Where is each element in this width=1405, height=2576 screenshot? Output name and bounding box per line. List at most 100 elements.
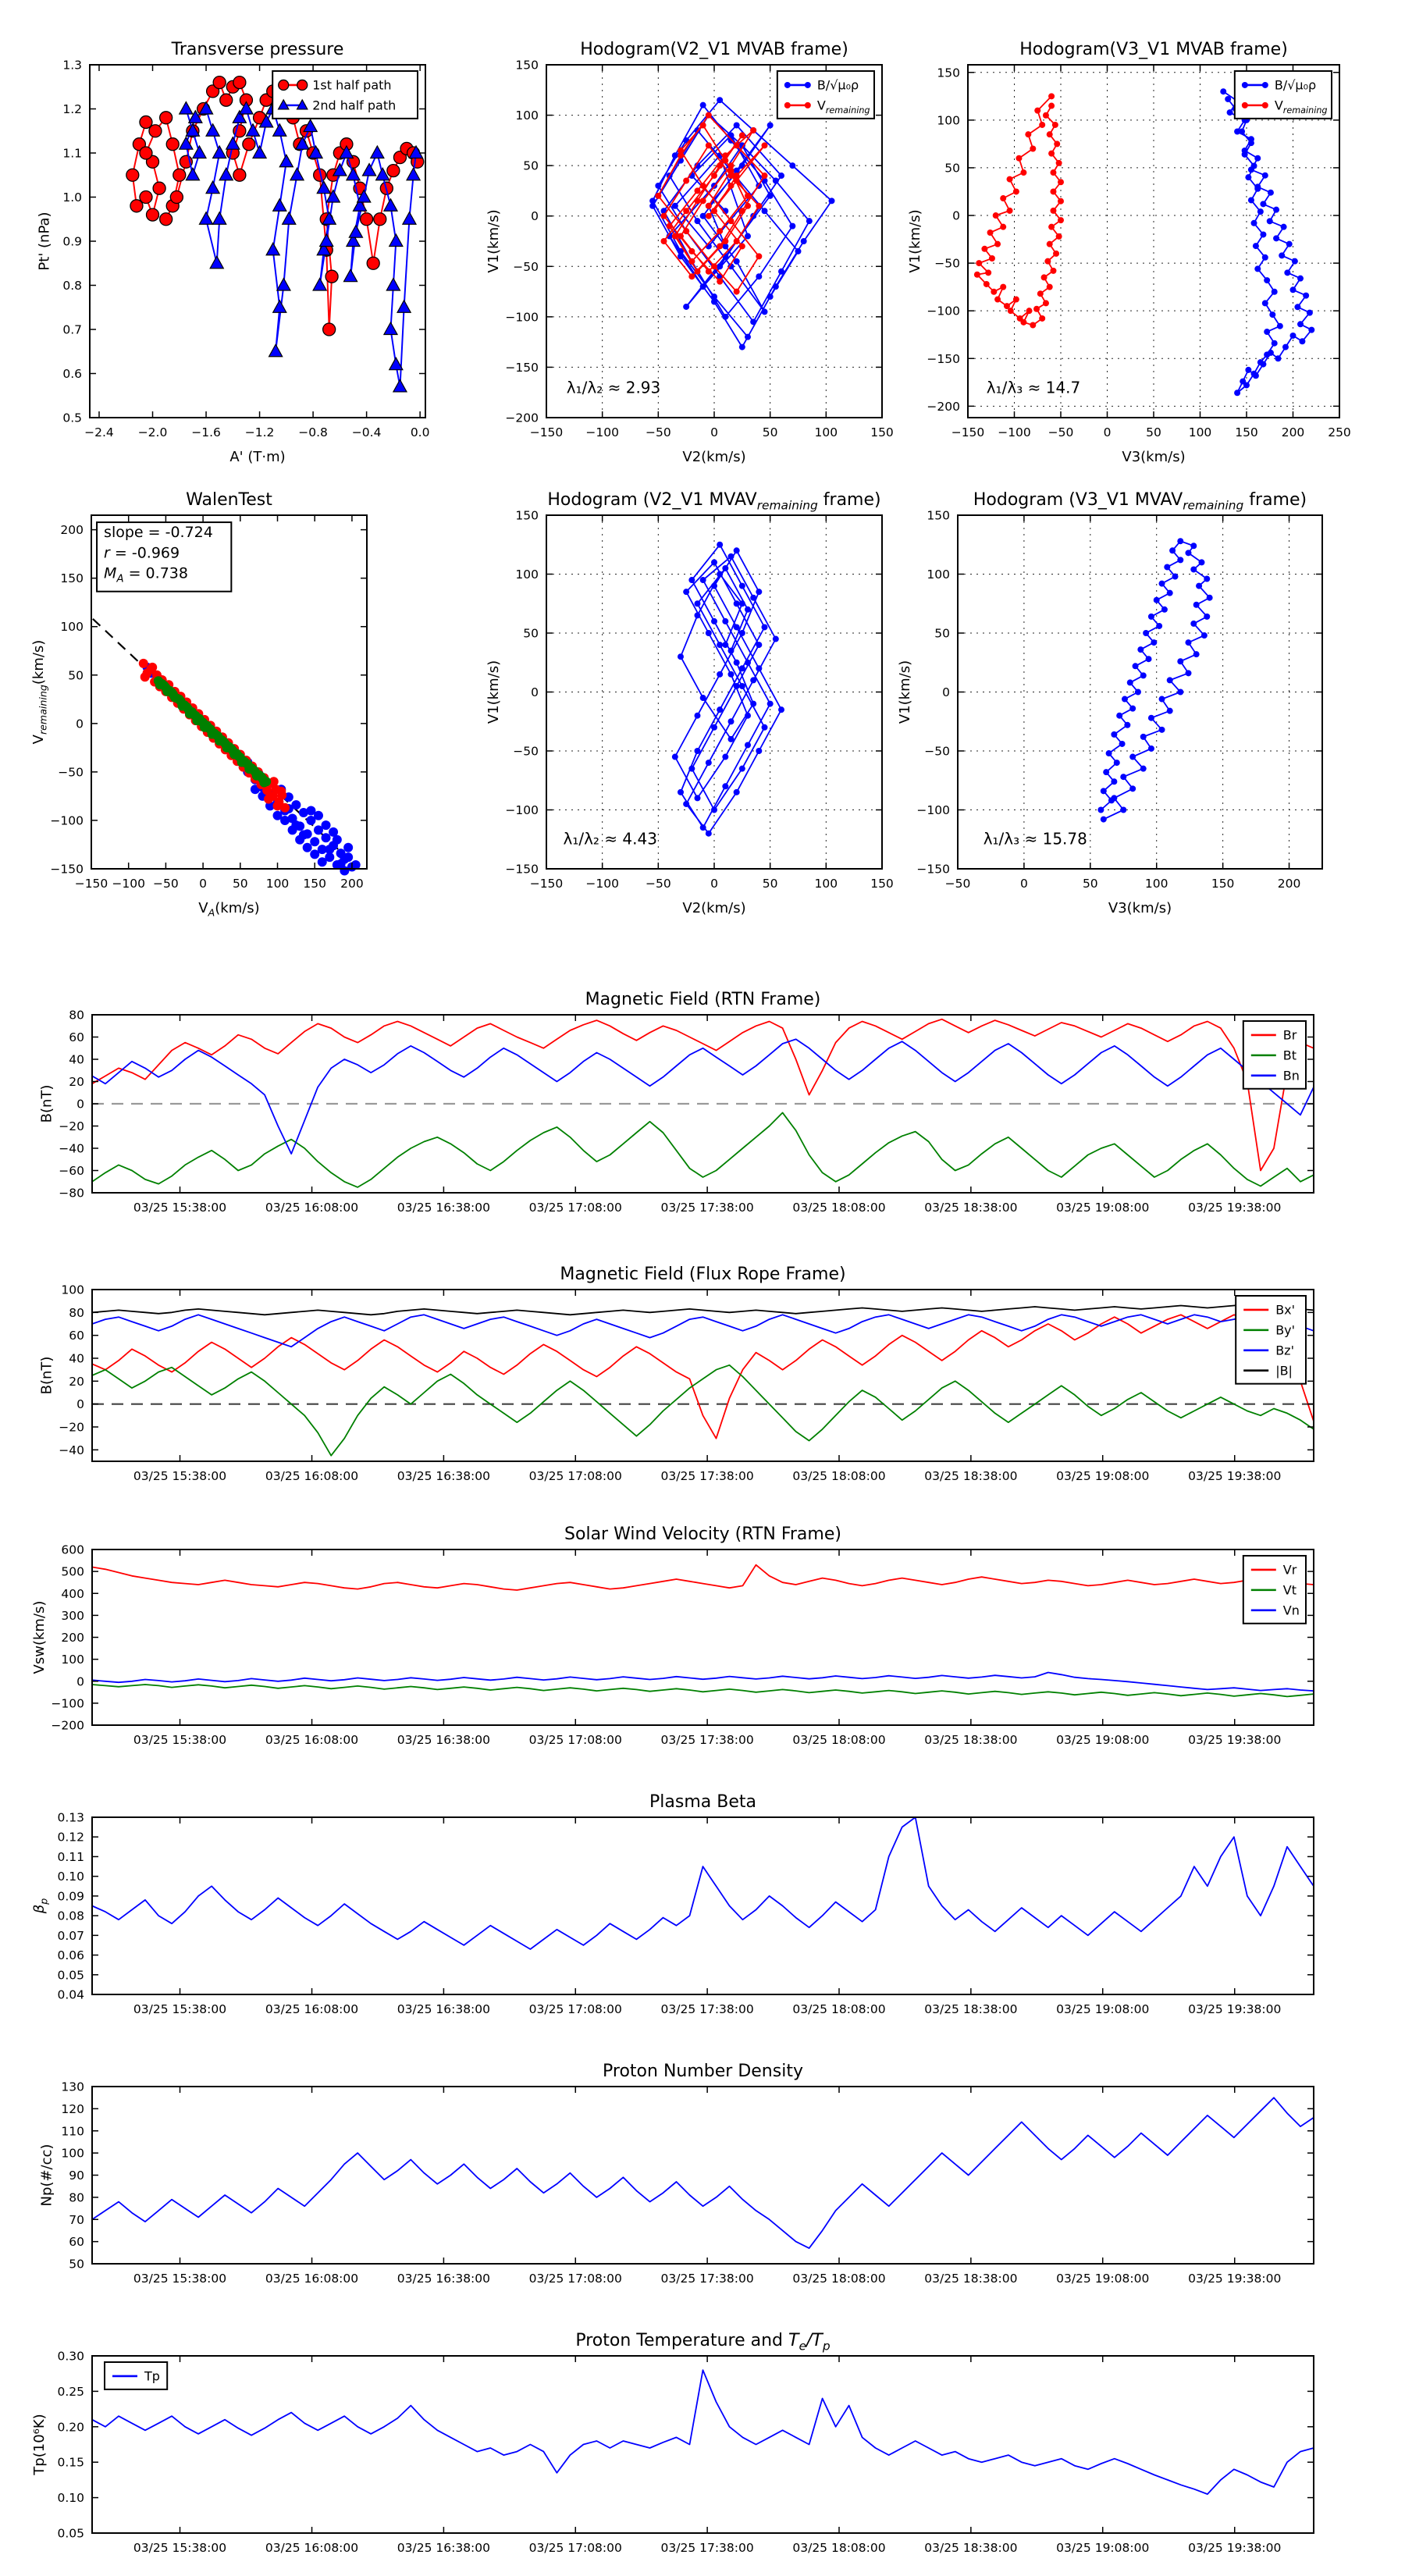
y-tick-label: 0.11 [57,1850,84,1864]
panel-proton-temperature: 03/25 15:38:00 03/25 16:08:00 03/25 16:38:… [31,2331,1314,2555]
x-tick-label: 0.0 [411,425,430,439]
y-tick-label: 0 [952,209,960,223]
axis-ticks [92,1014,1314,1194]
y-axis-label: V1(km/s) [486,209,502,272]
panel-b-rtn: 03/25 15:38:00 03/25 16:08:00 03/25 16:38:… [39,990,1314,1215]
annotation: λ₁/λ₂ ≈ 2.93 [567,378,660,397]
y-tick-label: 50 [523,627,539,641]
panel-title: Solar Wind Velocity (RTN Frame) [564,1525,841,1544]
x-tick-label: 03/25 17:38:00 [661,2002,754,2016]
y-tick-label: 150 [515,59,539,73]
panel-title: Magnetic Field (RTN Frame) [585,990,821,1009]
y-tick-label: −50 [934,257,960,271]
y-tick-label: 60 [69,1329,84,1343]
x-tick-labels: −150 −100 −50 0 50 100 150 200 250 [951,425,1351,439]
legend: Bx' By' Bz' |B| [1235,1295,1307,1385]
x-tick-label: 03/25 17:38:00 [661,1201,754,1215]
legend-label: B/√μ₀ρ [817,78,859,93]
x-axis-label: V3(km/s) [1108,900,1172,916]
x-tick-label: −0.8 [298,425,328,439]
x-tick-label: 03/25 15:38:00 [133,1733,226,1747]
x-tick-label: 03/25 18:38:00 [924,2541,1017,2555]
x-tick-label: 0 [1104,425,1112,439]
y-tick-label: −150 [916,863,950,877]
y-tick-label: 120 [61,2102,84,2116]
x-tick-labels: −2.4 −2.0 −1.6 −1.2 −0.8 −0.4 0.0 [84,425,429,439]
y-tick-label: 1.2 [62,102,82,116]
x-tick-labels: 03/25 15:38:00 03/25 16:08:00 03/25 16:38:… [133,2541,1281,2555]
y-tick-label: 0.06 [57,1948,84,1962]
legend: Br Bt Bn [1242,1020,1307,1090]
legend: Tp [104,2361,169,2390]
series-second-half-path [178,101,424,393]
axis-ticks [92,1549,1314,1726]
y-tick-label: 20 [69,1375,84,1389]
y-tick-label: 100 [515,109,539,123]
x-tick-label: 200 [340,877,364,891]
legend-label: 1st half path [312,78,391,93]
series-v-path [671,541,784,837]
y-tick-label: 0.8 [62,279,82,293]
y-tick-label: −150 [50,863,84,877]
axis-ticks [92,1816,1314,1995]
x-tick-label: −150 [530,425,564,439]
x-tick-label: 03/25 15:38:00 [133,1469,226,1483]
x-tick-label: 03/25 19:08:00 [1056,1201,1149,1215]
x-tick-label: 50 [763,425,778,439]
panel-title: Hodogram(V3_V1 MVAB frame) [1019,40,1288,59]
x-tick-label: 150 [303,877,326,891]
y-tick-label: 80 [69,1306,84,1320]
series-v-remaining [973,93,1064,329]
x-axis-label: V3(km/s) [1122,449,1185,465]
y-tick-label: −50 [58,765,84,779]
x-tick-labels: 03/25 15:38:00 03/25 16:08:00 03/25 16:38:… [133,2272,1281,2286]
x-axis-label: V2(km/s) [682,900,745,916]
x-tick-label: 03/25 16:08:00 [265,2272,358,2286]
x-tick-label: 200 [1282,425,1305,439]
y-axis-label: Vremaining(km/s) [30,640,49,745]
y-tick-labels: −150 −100 −50 0 50 100 150 [916,509,950,877]
series-tp [91,2369,1314,2495]
y-tick-labels: 50 60 70 80 90 100 110 120 130 [61,2080,84,2272]
panel-title: Hodogram (V3_V1 MVAVremaining frame) [973,490,1307,513]
axis-ticks [92,2086,1314,2265]
panel-title: Magnetic Field (Flux Rope Frame) [560,1265,845,1284]
y-axis-label: Tp(10⁶K) [31,2414,48,2475]
y-tick-label: 0 [531,685,539,699]
y-tick-label: 150 [927,509,950,523]
y-axis-label: Np(#/cc) [39,2144,55,2207]
series-vt [91,1684,1314,1698]
y-tick-label: −100 [505,803,539,817]
series-beta-p [91,1816,1314,1950]
x-tick-label: −150 [530,877,564,891]
x-tick-label: 03/25 18:08:00 [792,2541,885,2555]
x-tick-label: −100 [585,877,619,891]
y-tick-label: 0.04 [57,1988,84,2002]
x-tick-label: 100 [1145,877,1168,891]
y-tick-label: 150 [937,66,960,80]
y-tick-label: 1.1 [62,147,82,161]
annotation-line: λ₁/λ₃ ≈ 15.78 [984,829,1087,848]
y-tick-label: 0 [76,1674,84,1688]
x-tick-label: −50 [646,877,671,891]
legend: 1st half path 2nd half path [272,70,419,119]
y-tick-label: 0.10 [57,2491,84,2505]
y-tick-label: −50 [924,745,950,759]
x-tick-label: 100 [1189,425,1212,439]
x-tick-label: 100 [815,877,838,891]
y-tick-label: 100 [61,1283,84,1297]
axis-ticks [957,514,1322,870]
y-tick-label: −100 [927,304,960,318]
x-tick-label: 03/25 19:08:00 [1056,2272,1149,2286]
y-tick-label: −200 [927,400,960,414]
x-tick-label: 03/25 19:38:00 [1188,1733,1281,1747]
y-tick-label: 40 [69,1352,84,1366]
panel-proton-density: 03/25 15:38:00 03/25 16:08:00 03/25 16:38:… [39,2062,1314,2286]
x-tick-label: 03/25 17:38:00 [661,2272,754,2286]
axes-frame [957,514,1323,870]
x-tick-label: 03/25 17:08:00 [529,2002,622,2016]
annotation: λ₁/λ₂ ≈ 4.43 [564,829,657,848]
y-tick-labels: 0.05 0.10 0.15 0.20 0.25 0.30 [57,2350,84,2541]
x-tick-label: −50 [153,877,179,891]
axis-ticks [92,1289,1314,1461]
